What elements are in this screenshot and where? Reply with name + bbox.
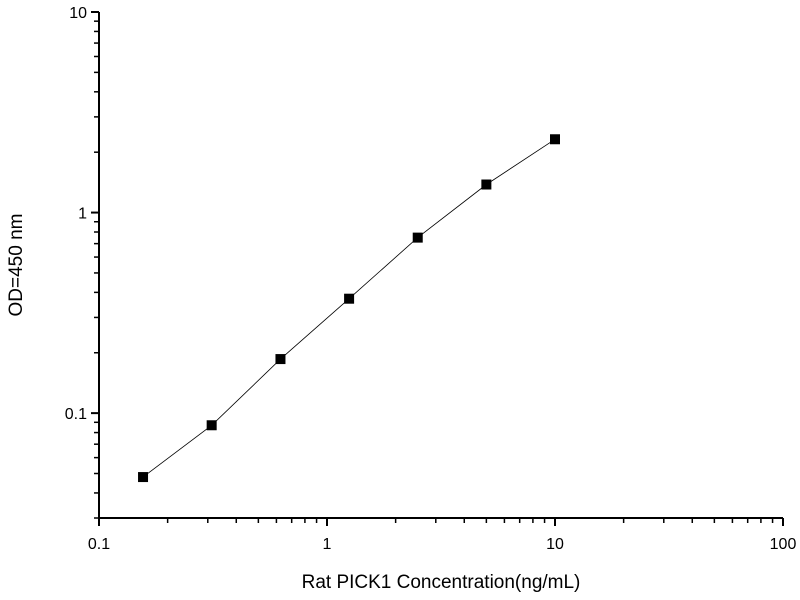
x-tick-label: 0.1 [88,536,110,553]
y-tick-label: 1 [78,206,87,223]
y-axis-title: OD=450 nm [6,214,27,317]
axes: 0.1 1 10 100 0.1 1 10 [65,5,797,553]
x-tick-label: 100 [770,536,797,553]
data-marks [138,134,560,483]
x-tick-label: 10 [546,536,564,553]
data-point [550,134,560,145]
data-point [344,293,355,304]
y-tick-label: 10 [69,5,87,22]
data-point [412,232,423,243]
data-point [481,179,492,190]
data-point [206,420,217,431]
x-tick-label: 1 [323,536,332,553]
data-point [275,354,286,365]
x-axis-title: Rat PICK1 Concentration(ng/mL) [302,572,581,593]
y-tick-label: 0.1 [65,406,87,423]
data-point [138,472,149,483]
series-line [142,138,556,478]
